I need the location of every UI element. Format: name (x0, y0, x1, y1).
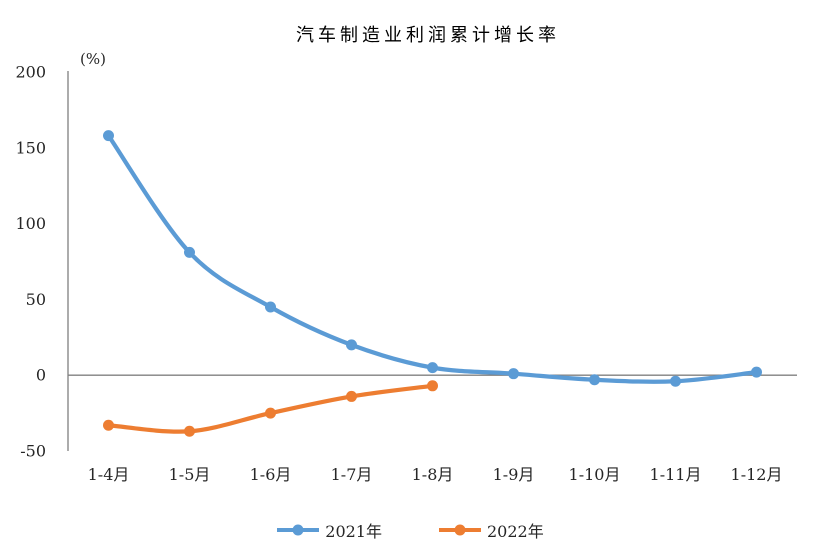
series-2022-point-4 (427, 380, 438, 392)
series-2022-point-0 (103, 419, 114, 431)
series-2021-point-4 (427, 362, 438, 374)
series-2022-point-2 (265, 407, 276, 419)
y-tick-label: 200 (15, 63, 46, 82)
series-2021-point-8 (751, 366, 762, 378)
series-2021-line (106, 133, 759, 384)
y-axis-unit-label: (%) (80, 50, 106, 68)
y-tick-label: -50 (20, 442, 46, 461)
legend-line-marker-icon (277, 524, 320, 536)
x-tick-label: 1-7月 (331, 465, 373, 484)
legend-item-2021: 2021年 (276, 518, 382, 542)
series-2021-point-6 (589, 374, 600, 386)
series-2021-point-0 (103, 130, 114, 142)
series-2021-point-1 (184, 246, 195, 258)
y-tick-label: 150 (15, 138, 46, 157)
chart-title: 汽车制造业利润累计增长率 (296, 25, 560, 46)
x-tick-label: 1-8月 (412, 465, 454, 484)
y-tick-label: 100 (15, 214, 46, 233)
legend-line-marker-icon (439, 524, 481, 536)
series-2021-point-2 (265, 301, 276, 313)
x-tick-label: 1-4月 (88, 465, 130, 484)
x-tick-label: 1-11月 (650, 465, 702, 484)
legend-item-2022: 2022年 (438, 518, 544, 542)
y-tick-label: 50 (26, 290, 46, 309)
legend-label-2022: 2022年 (487, 522, 544, 541)
y-tick-label: 0 (36, 366, 46, 385)
series-2022-point-1 (184, 425, 195, 437)
legend-label-2021: 2021年 (325, 522, 382, 541)
legend: 2021年 2022年 (0, 518, 820, 542)
series-2021-point-5 (508, 368, 519, 380)
x-tick-label: 1-5月 (169, 465, 211, 484)
series-2022-point-3 (346, 390, 357, 402)
x-tick-label: 1-10月 (569, 465, 621, 484)
x-tick-label: 1-12月 (731, 465, 783, 484)
series-2021-point-3 (346, 339, 357, 351)
x-tick-label: 1-6月 (250, 465, 292, 484)
series-2021-point-7 (670, 375, 681, 387)
x-tick-label: 1-9月 (493, 465, 535, 484)
